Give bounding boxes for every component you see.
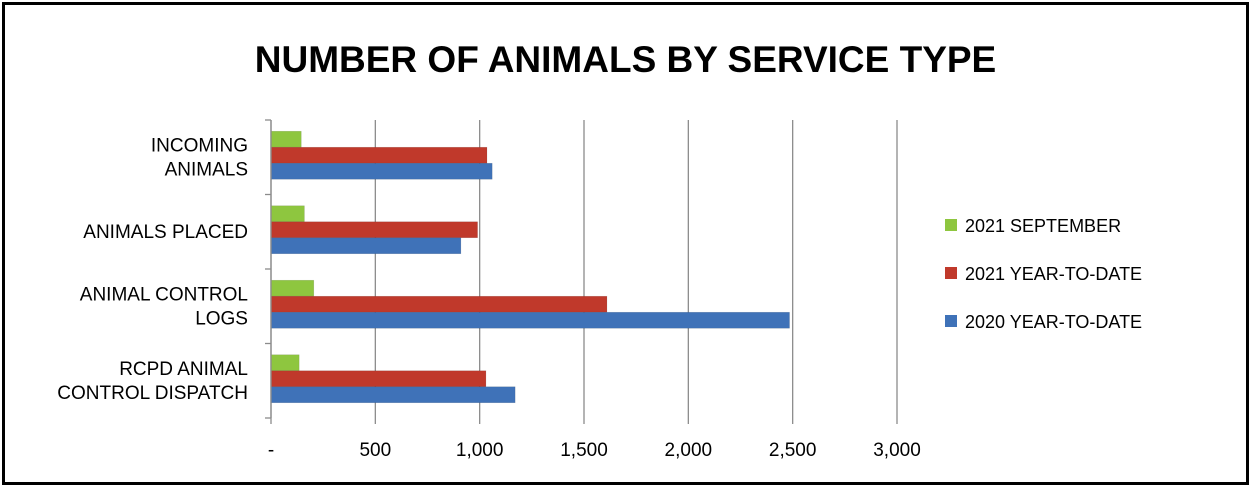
x-tick-label: 1,500 xyxy=(560,440,608,461)
category-label: RCPD ANIMAL xyxy=(119,359,248,380)
x-tick-label: 500 xyxy=(359,440,391,461)
bar-2021-year-to-date xyxy=(270,146,488,164)
bar-2020-year-to-date xyxy=(270,162,493,180)
category-label: CONTROL DISPATCH xyxy=(57,383,248,404)
bar-2021-september xyxy=(270,279,315,297)
category-label: ANIMALS PLACED xyxy=(83,222,248,243)
bar-2021-september xyxy=(270,205,305,223)
bar-2021-year-to-date xyxy=(270,295,608,313)
bar-2021-september xyxy=(270,354,300,372)
category-label: LOGS xyxy=(195,308,248,329)
bar-2020-year-to-date xyxy=(270,386,516,404)
x-tick-label: 2,000 xyxy=(665,440,713,461)
category-label: ANIMAL CONTROL xyxy=(80,284,248,305)
x-tick-label: 1,000 xyxy=(456,440,504,461)
category-label: INCOMING xyxy=(151,135,248,156)
chart-title: NUMBER OF ANIMALS BY SERVICE TYPE xyxy=(254,39,997,80)
bar-2020-year-to-date xyxy=(270,237,462,255)
bar-2021-september xyxy=(270,130,302,148)
x-tick-label: 3,000 xyxy=(873,440,921,461)
category-label: ANIMALS xyxy=(165,159,248,180)
legend-swatch xyxy=(945,219,957,231)
legend-swatch xyxy=(945,267,957,279)
legend-label: 2021 YEAR-TO-DATE xyxy=(965,264,1142,284)
legend-label: 2021 SEPTEMBER xyxy=(965,216,1121,236)
x-tick-label: 2,500 xyxy=(769,440,817,461)
bar-chart: - 500 1,000 1,500 2,000 2,500 3,000 INCOMING ANI… xyxy=(57,119,1142,461)
bar-2021-year-to-date xyxy=(270,370,487,388)
legend-swatch xyxy=(945,315,957,327)
bar-2021-year-to-date xyxy=(270,221,478,239)
bar-2020-year-to-date xyxy=(270,311,790,329)
legend-label: 2020 YEAR-TO-DATE xyxy=(965,312,1142,332)
x-tick-label: - xyxy=(268,440,274,461)
